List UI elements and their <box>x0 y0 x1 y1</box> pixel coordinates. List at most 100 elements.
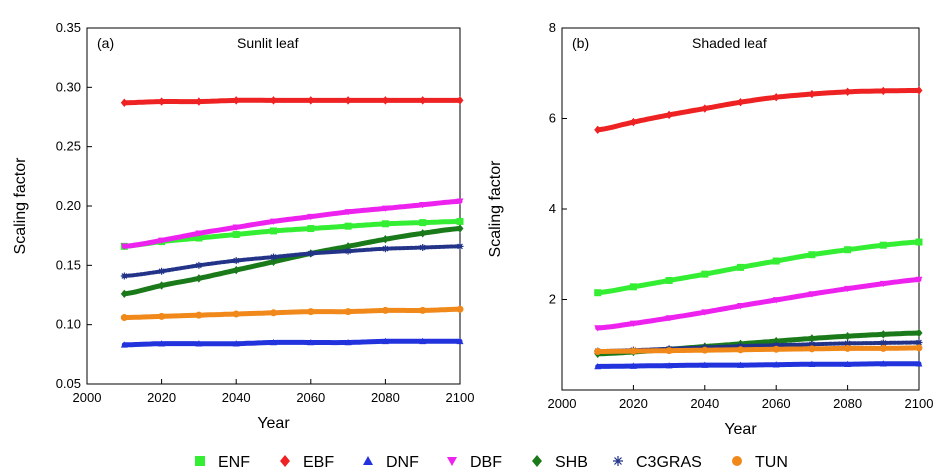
legend-label: DNF <box>386 454 419 471</box>
data-point-shb <box>158 281 166 290</box>
data-point-dnf <box>594 362 602 370</box>
series-line-dbf <box>121 198 463 249</box>
data-point-dbf <box>381 205 389 212</box>
data-point-dnf <box>665 362 673 369</box>
data-point-dbf <box>344 209 352 216</box>
data-point-c3gras <box>120 272 128 280</box>
y-tick-label: 0.15 <box>56 257 81 272</box>
data-point-tun <box>307 308 315 316</box>
x-tick-label: 2000 <box>73 390 102 405</box>
data-point-c3gras <box>419 244 427 252</box>
legend-marker-dnf <box>363 456 373 465</box>
data-point-enf <box>915 238 923 246</box>
data-point-dnf <box>270 338 277 346</box>
data-point-dbf <box>307 213 315 221</box>
data-point-c3gras <box>344 247 352 255</box>
x-axis-label: Year <box>724 421 757 438</box>
data-point-dbf <box>808 291 816 298</box>
data-point-c3gras <box>232 257 240 265</box>
data-point-shb <box>232 265 240 275</box>
series-line-c3gras <box>122 244 462 278</box>
series-line-tun <box>121 306 463 320</box>
legend-label: C3GRAS <box>636 454 702 471</box>
data-point-enf <box>232 230 240 238</box>
data-point-dnf <box>419 337 427 345</box>
data-point-dnf <box>808 360 816 368</box>
series-line-ebf <box>595 87 922 133</box>
data-point-tun <box>844 344 852 352</box>
data-point-dnf <box>737 361 744 368</box>
data-point-c3gras <box>381 245 389 253</box>
data-point-tun <box>594 348 602 356</box>
data-point-dbf <box>195 230 203 237</box>
data-point-dbf <box>120 243 128 250</box>
legend-label: SHB <box>555 454 588 471</box>
data-point-ebf <box>629 117 637 127</box>
y-tick-label: 0.25 <box>56 139 81 154</box>
data-point-enf <box>701 270 709 278</box>
legend-marker-dbf <box>447 457 457 466</box>
data-point-dnf <box>915 360 923 367</box>
legend-item-dbf: DBF <box>447 454 502 471</box>
data-point-ebf <box>844 87 852 97</box>
data-point-c3gras <box>844 339 852 347</box>
data-point-ebf <box>232 96 240 105</box>
legend: ENF EBF DNF DBF SHB C3GRAS TUN <box>195 454 788 471</box>
data-point-enf <box>195 234 203 242</box>
data-point-tun <box>195 311 203 319</box>
data-point-ebf <box>307 96 315 105</box>
y-tick-label: 6 <box>549 111 556 126</box>
series-line-enf <box>595 239 922 296</box>
data-point-shb <box>270 257 277 266</box>
panel-title: Sunlit leaf <box>237 35 299 51</box>
x-tick-label: 2000 <box>548 396 577 411</box>
data-point-enf <box>381 220 389 228</box>
data-point-dnf <box>629 362 637 369</box>
y-tick-label: 8 <box>549 20 556 35</box>
data-point-shb <box>879 330 887 339</box>
panel-a: 2000 2020 2040 2060 2080 2100 0.05 0.10 0.15 0.20… <box>12 20 474 432</box>
legend-label: ENF <box>218 454 250 471</box>
legend-label: DBF <box>470 454 502 471</box>
panel-b: 2000 2020 2040 2060 2080 2100 2 4 6 8 Year Scaling … <box>487 20 933 438</box>
data-point-enf <box>808 251 816 259</box>
data-point-dnf <box>701 361 709 368</box>
data-point-dnf <box>232 340 240 347</box>
data-point-enf <box>419 219 427 227</box>
data-point-dbf <box>915 276 923 284</box>
data-point-tun <box>665 347 673 355</box>
series-line-dbf <box>595 277 922 331</box>
data-point-enf <box>307 225 315 233</box>
legend-item-enf: ENF <box>195 454 250 471</box>
data-point-tun <box>915 344 923 352</box>
data-point-c3gras <box>307 249 315 257</box>
legend-marker-ebf <box>280 455 290 467</box>
legend-marker-tun <box>732 456 742 466</box>
data-point-dbf <box>232 224 240 231</box>
legend-item-dnf: DNF <box>363 454 419 471</box>
x-tick-label: 2020 <box>619 396 648 411</box>
data-point-enf <box>737 263 744 271</box>
data-point-c3gras <box>808 340 816 348</box>
data-point-dbf <box>270 218 277 225</box>
data-point-c3gras <box>879 339 887 347</box>
data-point-dnf <box>344 338 352 346</box>
data-point-dnf <box>381 337 389 345</box>
data-point-shb <box>915 328 923 338</box>
data-point-ebf <box>737 98 744 107</box>
legend-label: EBF <box>303 454 334 471</box>
data-point-ebf <box>772 93 780 102</box>
data-point-enf <box>772 257 780 265</box>
legend-marker-c3gras <box>613 456 623 466</box>
data-point-shb <box>419 229 427 238</box>
panel-label: (b) <box>572 35 589 51</box>
data-point-ebf <box>344 96 352 105</box>
legend-item-c3gras: C3GRAS <box>613 454 702 471</box>
data-point-dbf <box>594 325 602 332</box>
legend-item-tun: TUN <box>732 454 788 471</box>
data-point-dbf <box>629 320 637 327</box>
data-point-enf <box>270 227 277 235</box>
y-tick-label: 0.05 <box>56 376 81 391</box>
series-line-dnf <box>121 338 463 348</box>
